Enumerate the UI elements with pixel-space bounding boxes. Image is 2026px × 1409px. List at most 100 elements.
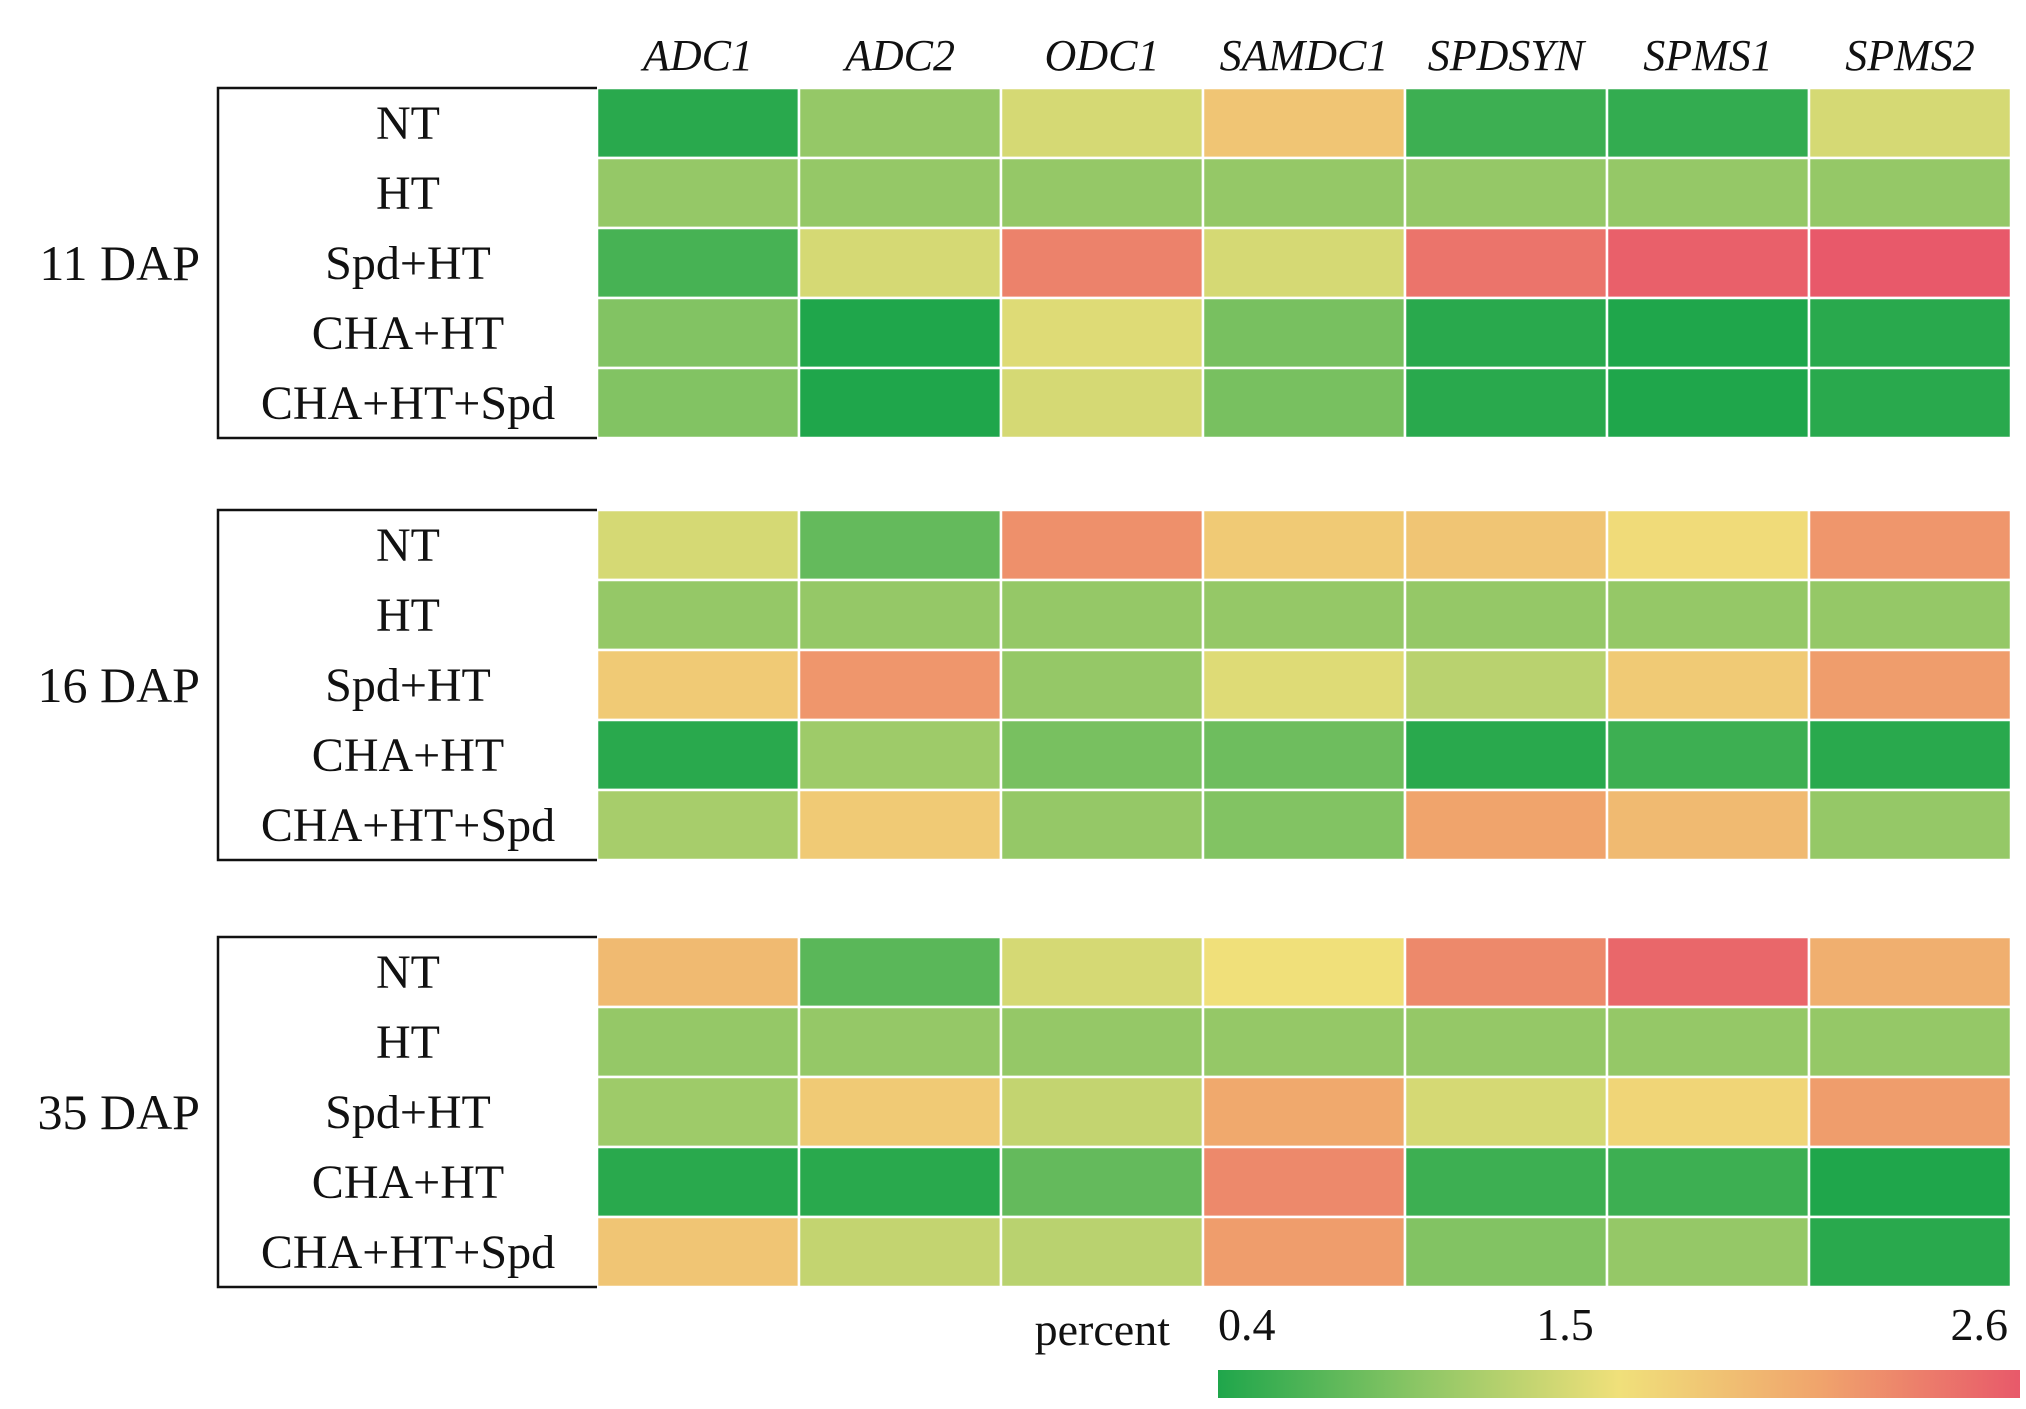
heatmap-cell-11-dap-cha-ht-samdc1 [1201,296,1407,370]
heatmap-cell-11-dap-nt-samdc1 [1201,86,1407,160]
heatmap-cell-11-dap-ht-adc1 [595,156,801,230]
heatmap-cell-35-dap-spd-ht-adc1 [595,1075,801,1149]
row-label-11-dap-cha-ht: CHA+HT [312,307,504,360]
heatmap-cell-16-dap-nt-adc2 [797,508,1003,582]
row-label-35-dap-ht: HT [376,1016,440,1069]
group-label-11-dap: 11 DAP [39,235,200,291]
heatmap-cell-11-dap-cha-ht-spd-adc2 [797,366,1003,440]
gene-labels: ADC1 ADC2 ODC1 SAMDC1 SPDSYN SPMS1 SPMS2 [640,31,1975,80]
heatmap-cell-35-dap-spd-ht-spms1 [1605,1075,1811,1149]
heatmap-cell-35-dap-ht-adc2 [797,1005,1003,1079]
heatmap-cell-16-dap-spd-ht-adc1 [595,648,801,722]
heatmap-cell-35-dap-ht-odc1 [999,1005,1205,1079]
heatmap-cell-11-dap-cha-ht-adc1 [595,296,801,370]
heatmap-cell-11-dap-nt-spdsyn [1403,86,1609,160]
legend-title: percent [1035,1304,1171,1355]
gene-label-adc2: ADC2 [842,31,955,80]
heatmap-cell-11-dap-spd-ht-spms1 [1605,226,1811,300]
heatmap-cell-35-dap-spd-ht-samdc1 [1201,1075,1407,1149]
group-35-dap: NT HT Spd+HT CHA+HT CHA+HT+Spd 35 DAP [37,935,2013,1289]
heatmap-cell-16-dap-ht-adc1 [595,578,801,652]
heatmap-cell-16-dap-ht-spms1 [1605,578,1811,652]
row-label-35-dap-cha-ht-spd: CHA+HT+Spd [261,1226,555,1279]
heatmap-cell-16-dap-cha-ht-spms2 [1807,718,2013,792]
heatmap-cell-35-dap-cha-ht-odc1 [999,1145,1205,1219]
heatmap-cell-11-dap-spd-ht-samdc1 [1201,226,1407,300]
heatmap-cell-16-dap-cha-ht-spdsyn [1403,718,1609,792]
heatmap-cell-16-dap-cha-ht-spd-adc1 [595,788,801,862]
heatmap-cell-35-dap-spd-ht-odc1 [999,1075,1205,1149]
row-label-35-dap-spd-ht: Spd+HT [325,1086,491,1139]
heatmap-cell-11-dap-nt-odc1 [999,86,1205,160]
row-label-11-dap-spd-ht: Spd+HT [325,237,491,290]
heatmap-cell-11-dap-cha-ht-spd-spms2 [1807,366,2013,440]
heatmap-cell-11-dap-spd-ht-spms2 [1807,226,2013,300]
heatmap-cell-35-dap-cha-ht-spd-spms2 [1807,1215,2013,1289]
heatmap-cell-35-dap-nt-adc2 [797,935,1003,1009]
heatmap-cell-35-dap-cha-ht-spd-spms1 [1605,1215,1811,1289]
heatmap-cell-16-dap-nt-spdsyn [1403,508,1609,582]
heatmap-cell-16-dap-nt-adc1 [595,508,801,582]
heatmap-cell-16-dap-nt-spms1 [1605,508,1811,582]
gene-label-spms1: SPMS1 [1643,31,1773,80]
heatmap-cell-11-dap-nt-adc1 [595,86,801,160]
heatmap-cell-35-dap-ht-adc1 [595,1005,801,1079]
row-label-11-dap-cha-ht-spd: CHA+HT+Spd [261,377,555,430]
row-label-16-dap-spd-ht: Spd+HT [325,659,491,712]
row-label-box-35-dap [216,935,597,1289]
heatmap-cell-11-dap-spd-ht-adc2 [797,226,1003,300]
heatmap-cell-11-dap-ht-adc2 [797,156,1003,230]
heatmap-cell-35-dap-nt-samdc1 [1201,935,1407,1009]
group-label-16-dap: 16 DAP [37,657,200,713]
heatmap-cell-35-dap-ht-spms2 [1807,1005,2013,1079]
heatmap-cell-16-dap-spd-ht-adc2 [797,648,1003,722]
heatmap-cell-35-dap-nt-spms1 [1605,935,1811,1009]
gene-label-spdsyn: SPDSYN [1428,31,1587,80]
heatmap-cell-11-dap-spd-ht-spdsyn [1403,226,1609,300]
heatmap-cell-35-dap-ht-spms1 [1605,1005,1811,1079]
heatmap-cell-35-dap-spd-ht-spms2 [1807,1075,2013,1149]
heatmap-cell-35-dap-nt-odc1 [999,935,1205,1009]
heatmap-cell-16-dap-cha-ht-spms1 [1605,718,1811,792]
heatmap-cell-11-dap-spd-ht-odc1 [999,226,1205,300]
heatmap-cell-11-dap-cha-ht-spms1 [1605,296,1811,370]
heatmap-cell-16-dap-cha-ht-spd-spms2 [1807,788,2013,862]
heatmap-cell-16-dap-cha-ht-odc1 [999,718,1205,792]
heatmap-cell-11-dap-spd-ht-adc1 [595,226,801,300]
heatmap-cell-35-dap-cha-ht-samdc1 [1201,1145,1407,1219]
heatmap-cell-11-dap-nt-spms2 [1807,86,2013,160]
heatmap-cell-11-dap-cha-ht-spd-adc1 [595,366,801,440]
heatmap-cell-35-dap-nt-spms2 [1807,935,2013,1009]
heatmap-cell-16-dap-cha-ht-adc1 [595,718,801,792]
heatmap-cell-16-dap-ht-spms2 [1807,578,2013,652]
heatmap-cell-16-dap-nt-samdc1 [1201,508,1407,582]
legend-tick-mid: 1.5 [1536,1299,1594,1350]
heatmap-cell-35-dap-spd-ht-spdsyn [1403,1075,1609,1149]
heatmap-cell-11-dap-cha-ht-spd-spdsyn [1403,366,1609,440]
heatmap-cell-35-dap-nt-adc1 [595,935,801,1009]
color-legend: percent 0.4 1.5 2.6 [1035,1299,2020,1398]
heatmap-cell-11-dap-ht-spdsyn [1403,156,1609,230]
heatmap-cell-35-dap-cha-ht-adc2 [797,1145,1003,1219]
heatmap-cell-16-dap-ht-spdsyn [1403,578,1609,652]
heatmap-cell-16-dap-spd-ht-spms2 [1807,648,2013,722]
row-label-11-dap-ht: HT [376,167,440,220]
heatmap-cell-35-dap-ht-samdc1 [1201,1005,1407,1079]
heatmap-cell-11-dap-cha-ht-spd-spms1 [1605,366,1811,440]
row-label-16-dap-ht: HT [376,589,440,642]
row-label-box-16-dap [216,508,597,862]
heatmap-cell-35-dap-cha-ht-spd-adc2 [797,1215,1003,1289]
heatmap-cell-35-dap-ht-spdsyn [1403,1005,1609,1079]
heatmap-cell-16-dap-cha-ht-spd-adc2 [797,788,1003,862]
heatmap-cell-16-dap-spd-ht-odc1 [999,648,1205,722]
heatmap-cell-11-dap-cha-ht-spd-odc1 [999,366,1205,440]
heatmap-cell-16-dap-ht-samdc1 [1201,578,1407,652]
row-label-box-11-dap [216,86,597,440]
heatmap-cell-16-dap-nt-odc1 [999,508,1205,582]
heatmap-cell-11-dap-nt-spms1 [1605,86,1811,160]
heatmap-cell-35-dap-cha-ht-spd-odc1 [999,1215,1205,1289]
heatmap-cell-16-dap-ht-adc2 [797,578,1003,652]
heatmap-cell-16-dap-spd-ht-samdc1 [1201,648,1407,722]
heatmap-cell-16-dap-nt-spms2 [1807,508,2013,582]
